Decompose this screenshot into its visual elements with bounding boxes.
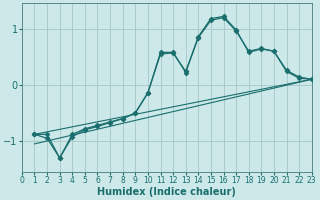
- X-axis label: Humidex (Indice chaleur): Humidex (Indice chaleur): [97, 187, 236, 197]
